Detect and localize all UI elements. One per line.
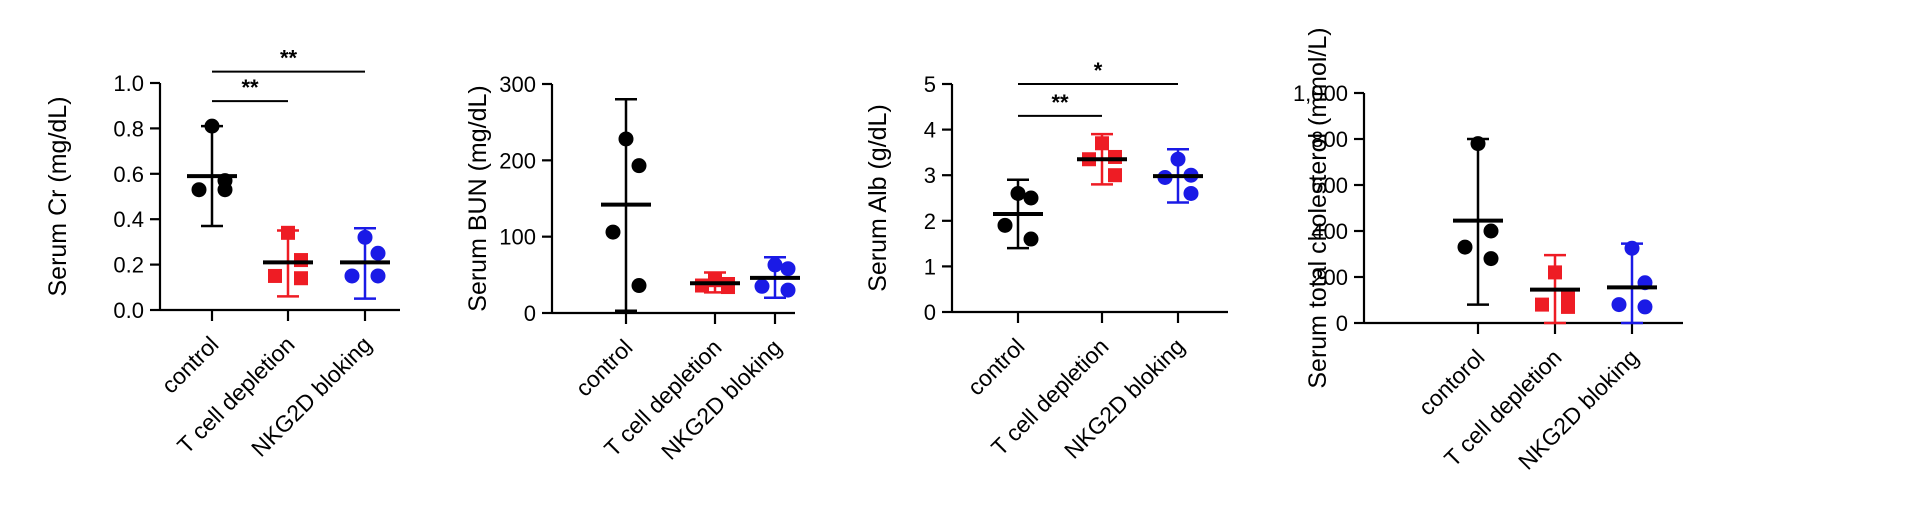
y-tick-label: 800 xyxy=(1311,127,1348,152)
data-point xyxy=(217,182,233,198)
significance-label: * xyxy=(1094,58,1103,83)
data-point xyxy=(1637,299,1653,315)
data-point xyxy=(191,182,207,198)
y-tick-label: 0.4 xyxy=(113,207,144,232)
y-tick-label: 4 xyxy=(924,118,936,143)
y-tick-label: 300 xyxy=(499,72,536,97)
category-label: contorol xyxy=(1413,344,1489,420)
data-point xyxy=(1457,239,1473,255)
data-point xyxy=(695,278,709,293)
data-point xyxy=(1624,240,1640,256)
data-point xyxy=(1611,297,1627,313)
category-label: control xyxy=(570,334,637,401)
data-point xyxy=(204,118,220,134)
y-axis-title: Serum BUN (mg/dL) xyxy=(464,85,492,311)
y-tick-label: 1.0 xyxy=(113,71,144,96)
y-tick-label: 0.6 xyxy=(113,162,144,187)
significance-label: ** xyxy=(1051,90,1069,115)
data-point xyxy=(1561,299,1575,314)
y-tick-label: 600 xyxy=(1311,173,1348,198)
data-point xyxy=(294,253,308,268)
data-point xyxy=(357,229,373,245)
significance-label: ** xyxy=(280,46,298,71)
data-point xyxy=(1170,151,1186,167)
y-tick-label: 3 xyxy=(924,163,936,188)
significance-label: ** xyxy=(241,75,259,100)
data-point xyxy=(1010,185,1026,201)
data-point xyxy=(1183,185,1199,201)
data-point xyxy=(1535,297,1549,312)
category-label: control xyxy=(156,331,223,398)
y-axis-title: Serum Cr (mg/dL) xyxy=(44,96,72,296)
y-tick-label: 0.2 xyxy=(113,253,144,278)
y-tick-label: 400 xyxy=(1311,219,1348,244)
data-point xyxy=(1470,136,1486,152)
data-point xyxy=(1023,231,1039,247)
data-point xyxy=(1483,251,1499,267)
data-point xyxy=(997,217,1013,233)
data-point xyxy=(281,225,295,240)
y-tick-label: 200 xyxy=(499,148,536,173)
data-point xyxy=(1023,190,1039,206)
y-tick-label: 200 xyxy=(1311,265,1348,290)
data-point xyxy=(1108,149,1122,164)
data-point xyxy=(605,224,621,240)
data-point xyxy=(780,261,796,277)
y-tick-label: 0 xyxy=(1336,311,1348,336)
data-point xyxy=(780,282,796,298)
data-point xyxy=(294,271,308,286)
y-tick-label: 2 xyxy=(924,209,936,234)
data-point xyxy=(370,245,386,261)
data-point xyxy=(767,257,783,273)
y-axis-title: Serum total cholesterol (mmol/L) xyxy=(1304,27,1332,388)
y-tick-label: 0.0 xyxy=(113,298,144,323)
data-point xyxy=(754,278,770,294)
category-label: control xyxy=(962,333,1029,400)
data-point xyxy=(631,278,647,294)
data-point xyxy=(1548,265,1562,280)
data-point xyxy=(268,268,282,283)
y-tick-label: 5 xyxy=(924,72,936,97)
data-point xyxy=(370,268,386,284)
y-tick-label: 100 xyxy=(499,225,536,250)
y-tick-label: 0.8 xyxy=(113,116,144,141)
y-tick-label: 1 xyxy=(924,254,936,279)
data-point xyxy=(1108,168,1122,183)
data-point xyxy=(344,268,360,284)
data-point xyxy=(1095,136,1109,151)
data-point xyxy=(618,131,634,147)
y-tick-label: 0 xyxy=(924,300,936,325)
data-point xyxy=(1483,223,1499,239)
data-point xyxy=(631,158,647,174)
y-axis-title: Serum Alb (g/dL) xyxy=(864,104,892,292)
y-tick-label: 1,000 xyxy=(1293,81,1348,106)
chart-1: 0.0 0.2 0.4 0.6 0.8 1.0 Serum Cr (mg/dL) contro… xyxy=(44,46,400,462)
y-tick-label: 0 xyxy=(524,301,536,326)
